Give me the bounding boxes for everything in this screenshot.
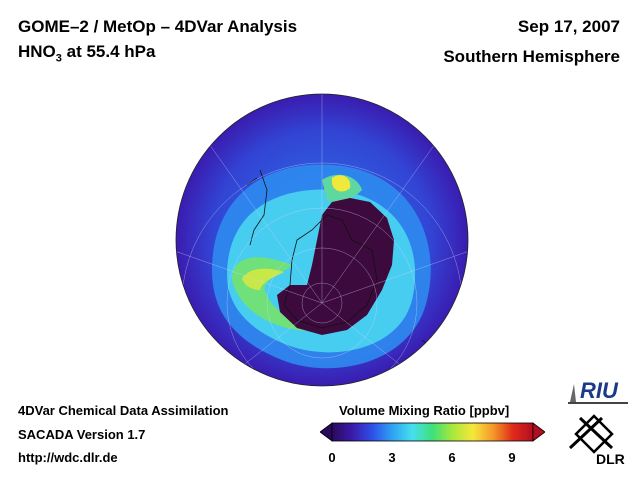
title-line-1: GOME–2 / MetOp – 4DVar Analysis [18,17,298,36]
colorbar-left-arrow [320,422,333,442]
species-subscript: 3 [55,52,62,65]
dlr-logo-mark [568,414,614,454]
dlr-logo: DLR [568,414,625,467]
hemisphere-label: Southern Hemisphere [443,47,620,66]
yellow-spot [332,175,351,192]
riu-logo: RIU [568,378,628,404]
footer-line-1: 4DVar Chemical Data Assimilation [18,403,229,418]
colorbar-tick: 9 [508,450,516,465]
pressure-label: at 55.4 hPa [61,42,156,61]
colorbar-tick: 3 [388,450,396,465]
dlr-logo-text: DLR [596,451,625,467]
riu-logo-text: RIU [580,378,619,403]
globe-outline [175,93,469,387]
riu-logo-mark [570,384,576,402]
colorbar-title: Volume Mixing Ratio [ppbv] [339,403,510,418]
colorbar-tick: 6 [448,450,456,465]
date-label: Sep 17, 2007 [517,17,620,36]
footer-url: http://wdc.dlr.de [18,450,118,465]
yellow-filament [242,268,284,290]
antarctica-coast [283,214,378,329]
colorbar-tick: 0 [328,450,336,465]
riu-logo-mark [568,402,628,404]
polar-vortex [277,198,394,335]
colorbar [320,422,545,442]
footer-line-2: SACADA Version 1.7 [18,427,146,442]
title-line-2: HNO3 at 55.4 hPa [18,42,155,64]
species-label: HNO [18,42,56,61]
colorbar-right-arrow [532,422,545,442]
colorbar-gradient [331,422,534,442]
polar-map [175,93,469,387]
